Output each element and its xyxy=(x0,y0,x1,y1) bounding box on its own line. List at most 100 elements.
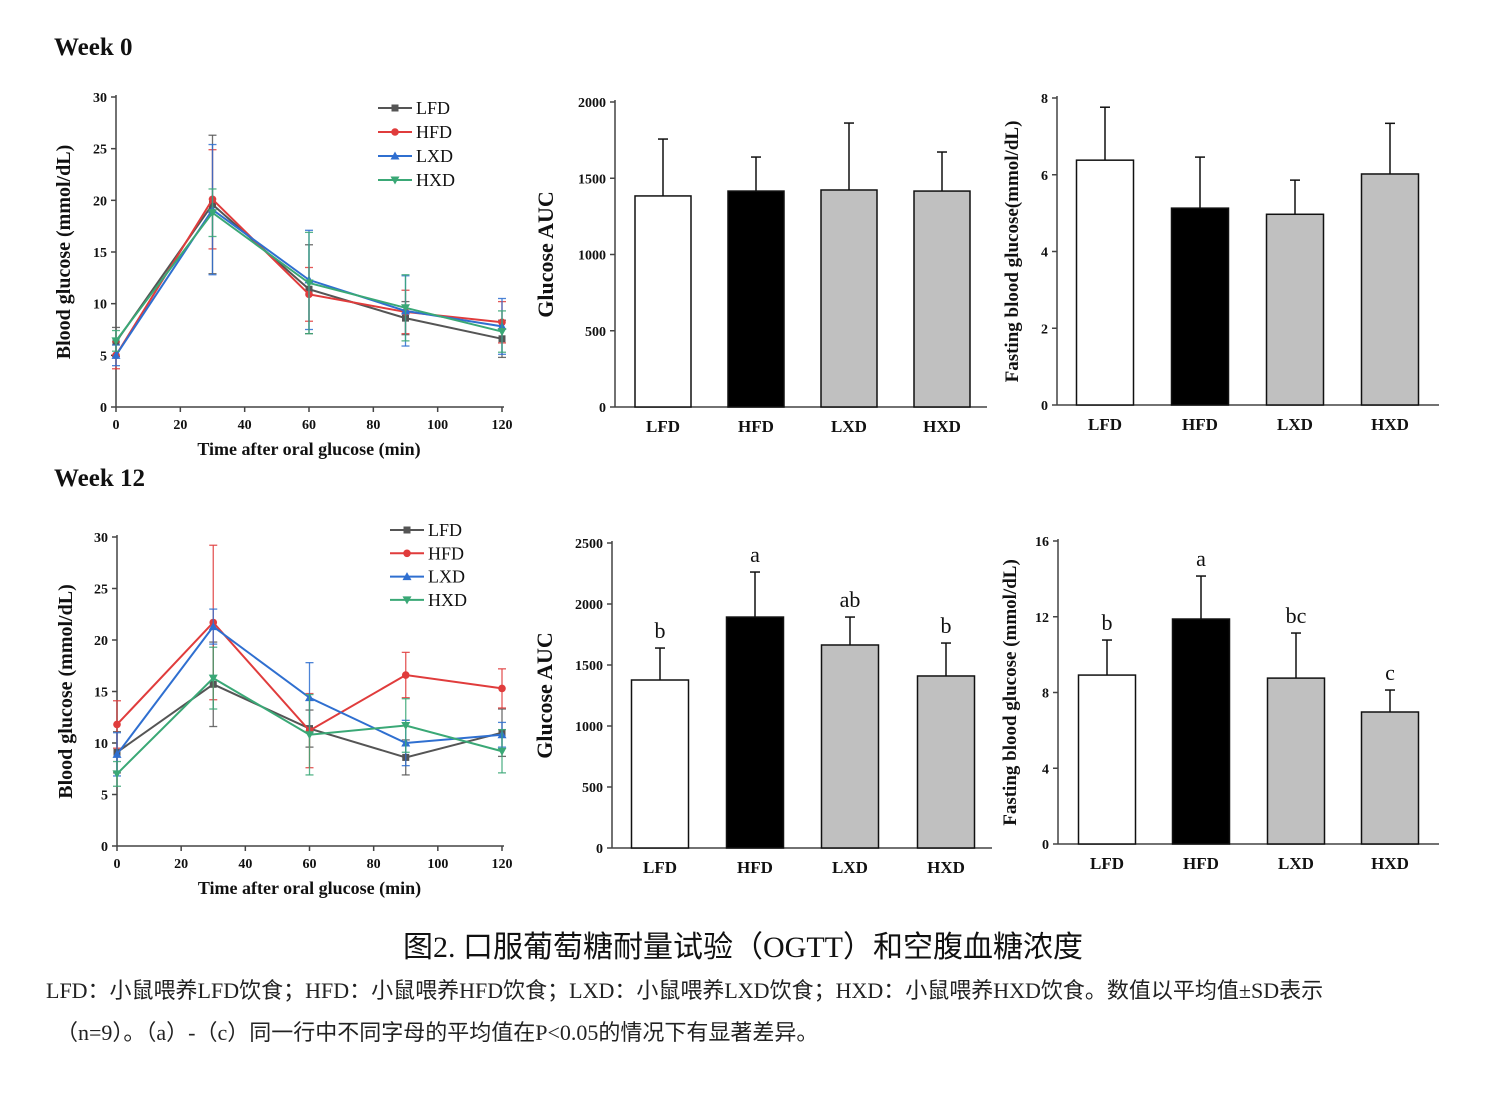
bar xyxy=(634,195,692,408)
heading-week-12: Week 12 xyxy=(54,465,145,492)
x-tick-label: HFD xyxy=(1183,854,1219,873)
x-tick-label: 100 xyxy=(427,418,448,433)
legend-label: HFD xyxy=(428,543,464,563)
bar-hfd xyxy=(725,571,785,849)
significance-letter: a xyxy=(1196,546,1206,571)
figure-title: 图2. 口服葡萄糖耐量试验（OGTT）和空腹血糖浓度 xyxy=(403,931,1083,964)
series-hxd xyxy=(111,188,507,353)
x-tick-label: LFD xyxy=(1088,415,1122,434)
y-tick-label: 5 xyxy=(101,789,108,804)
bar xyxy=(820,644,880,849)
y-tick-label: 0 xyxy=(599,401,606,416)
marker-circle xyxy=(498,684,506,693)
bar-hxd xyxy=(913,151,971,408)
chart-w12-ogtt: 0 5 10 15 20 25 30 Blood glucose (mmol/dL) 0 20 40… xyxy=(55,520,513,899)
x-tick-label: 20 xyxy=(174,857,188,872)
y-tick-label: 10 xyxy=(93,298,107,313)
significance-letter: bc xyxy=(1286,603,1307,628)
legend-item-hfd: HFD xyxy=(378,122,452,142)
series-hxd xyxy=(112,646,507,787)
significance-letter: a xyxy=(750,542,760,567)
chart-w0-ogtt: 0 5 10 15 20 25 30 Blood glucose (mmol/dL) 0 20 40… xyxy=(53,91,513,460)
bar xyxy=(1170,207,1230,406)
marker-triangle-down xyxy=(304,279,314,288)
bar-lfd xyxy=(1075,106,1135,406)
y-axis-label: Glucose AUC xyxy=(533,191,558,318)
legend-label: HXD xyxy=(416,170,455,190)
y-tick-label: 5 xyxy=(100,349,107,364)
caption-line-2: （n=9）。（a）-（c）同一行中不同字母的平均值在P<0.05的情况下有显著差… xyxy=(56,1020,819,1045)
legend-item-lxd: LXD xyxy=(378,146,453,166)
x-tick-label: HXD xyxy=(923,417,961,436)
x-tick-label: HXD xyxy=(927,858,965,877)
marker-triangle-down xyxy=(208,674,218,683)
y-tick-label: 6 xyxy=(1041,169,1048,184)
bar xyxy=(1171,618,1231,845)
legend-label: LXD xyxy=(428,567,465,587)
marker-triangle-up xyxy=(208,622,218,631)
legend-label: LFD xyxy=(416,98,450,118)
bar xyxy=(1075,159,1135,406)
chart-w12-auc: 0 500 1000 1500 2000 2500 Glucose AUC LFD b HFD a L… xyxy=(532,537,992,877)
bar xyxy=(1265,213,1325,406)
legend-label: HXD xyxy=(428,590,467,610)
heading-week-0: Week 0 xyxy=(54,34,133,61)
y-axis-label: Blood glucose (mmol/dL) xyxy=(53,145,75,359)
x-axis-label: Time after oral glucose (min) xyxy=(197,439,420,460)
marker-circle xyxy=(113,720,121,729)
bar xyxy=(913,190,971,408)
y-axis-label: Fasting blood glucose(mmol/dL) xyxy=(1002,121,1023,383)
bar-lfd xyxy=(1077,639,1137,845)
y-tick-label: 0 xyxy=(1042,838,1049,853)
marker-triangle-down xyxy=(497,328,507,337)
legend-item-lxd: LXD xyxy=(390,567,465,587)
marker-triangle-up xyxy=(112,749,122,758)
y-tick-label: 1500 xyxy=(575,659,603,674)
y-tick-label: 10 xyxy=(94,737,108,752)
y-tick-label: 30 xyxy=(94,531,108,546)
bar-hfd xyxy=(727,156,785,408)
y-tick-label: 30 xyxy=(93,91,107,106)
x-tick-label: LXD xyxy=(1277,415,1313,434)
y-tick-label: 25 xyxy=(94,583,108,598)
marker-circle xyxy=(391,128,399,136)
x-tick-label: 0 xyxy=(113,418,120,433)
y-tick-label: 2500 xyxy=(575,537,603,552)
y-tick-label: 1000 xyxy=(575,720,603,735)
legend-item-lfd: LFD xyxy=(390,520,462,540)
y-axis-label: Fasting blood glucose (mmol/dL) xyxy=(1000,559,1021,826)
y-tick-label: 25 xyxy=(93,143,107,158)
bar-lfd xyxy=(630,647,690,849)
legend-label: HFD xyxy=(416,122,452,142)
bar xyxy=(630,679,690,849)
y-tick-label: 12 xyxy=(1035,611,1049,626)
y-tick-label: 0 xyxy=(100,401,107,416)
y-tick-label: 8 xyxy=(1041,92,1048,107)
y-tick-label: 15 xyxy=(93,246,107,261)
marker-triangle-down xyxy=(402,596,412,605)
x-axis-label: Time after oral glucose (min) xyxy=(198,878,421,899)
legend-item-hxd: HXD xyxy=(378,170,455,190)
y-tick-label: 500 xyxy=(585,325,606,340)
significance-letter: ab xyxy=(840,587,861,612)
y-tick-label: 4 xyxy=(1041,246,1048,261)
bar-lxd xyxy=(1266,632,1326,845)
marker-triangle-down xyxy=(497,747,507,756)
y-tick-label: 15 xyxy=(94,686,108,701)
bar xyxy=(1360,711,1420,845)
x-tick-label: 60 xyxy=(302,418,316,433)
significance-letter: b xyxy=(941,613,952,638)
y-axis-label: Glucose AUC xyxy=(532,632,557,759)
x-tick-label: HFD xyxy=(1182,415,1218,434)
marker-square xyxy=(391,104,399,112)
y-tick-label: 1000 xyxy=(578,249,606,264)
x-tick-label: 40 xyxy=(238,857,252,872)
bar-lfd xyxy=(634,138,692,408)
marker-triangle-down xyxy=(401,721,411,730)
x-tick-label: 80 xyxy=(367,857,381,872)
x-tick-label: 60 xyxy=(303,857,317,872)
bar xyxy=(727,190,785,408)
y-tick-label: 2000 xyxy=(575,598,603,613)
